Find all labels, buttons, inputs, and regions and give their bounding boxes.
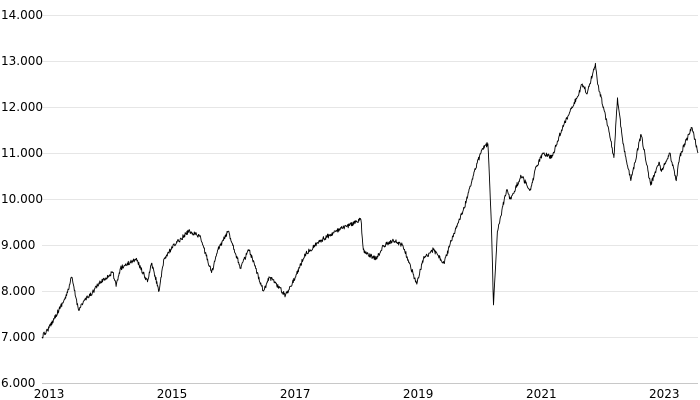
y-tick-label: 13.000: [1, 54, 43, 68]
y-tick-label: 12.000: [1, 100, 43, 114]
y-tick-label: 9.000: [1, 238, 35, 252]
series-layer: [41, 62, 699, 339]
y-tick-label: 7.000: [1, 330, 35, 344]
series-line: [41, 62, 699, 339]
x-tick-label: 2015: [157, 387, 188, 400]
x-tick-label: 2021: [526, 387, 557, 400]
y-tick-label: 6.000: [1, 376, 35, 390]
y-tick-label: 8.000: [1, 284, 35, 298]
y-gridlines: [42, 15, 698, 384]
y-tick-label: 14.000: [1, 8, 43, 22]
x-tick-label: 2013: [34, 387, 65, 400]
x-tick-label: 2019: [403, 387, 434, 400]
x-tick-label: 2023: [649, 387, 680, 400]
y-tick-label: 10.000: [1, 192, 43, 206]
x-axis-ticks: 2013 2015 2017 2019 2021 2023: [34, 387, 680, 400]
y-axis-ticks: 14.000 13.000 12.000 11.000 10.000 9.000 8.000…: [1, 8, 43, 390]
x-tick-label: 2017: [280, 387, 311, 400]
y-tick-label: 11.000: [1, 146, 43, 160]
